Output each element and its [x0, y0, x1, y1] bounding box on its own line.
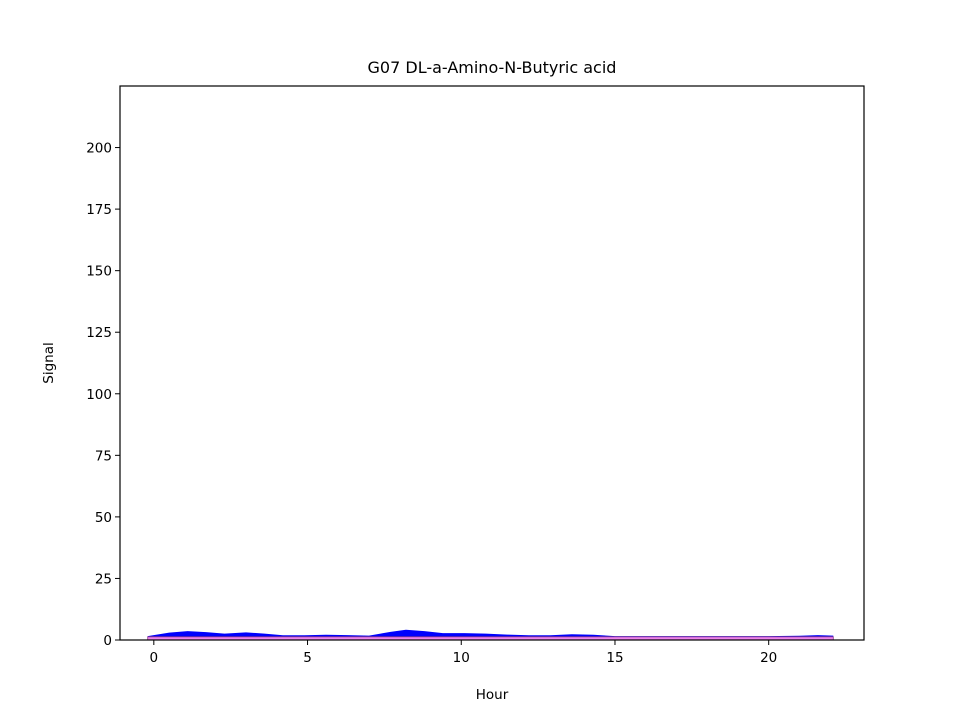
x-tick-label: 15 — [606, 650, 623, 666]
x-axis: 0 5 10 15 20 — [150, 640, 777, 666]
y-axis: 0 25 50 75 100 125 150 175 200 — [86, 141, 120, 649]
x-tick-label: 0 — [150, 650, 159, 666]
y-tick-label: 75 — [95, 448, 112, 464]
x-tick-label: 5 — [303, 650, 312, 666]
x-tick-label: 20 — [760, 650, 777, 666]
y-tick-label: 25 — [95, 571, 112, 587]
y-tick-label: 100 — [86, 387, 112, 403]
y-axis-label: Signal — [41, 342, 57, 383]
plot-area — [147, 629, 834, 641]
x-tick-label: 10 — [453, 650, 470, 666]
y-tick-label: 175 — [86, 202, 112, 218]
y-tick-label: 150 — [86, 264, 112, 280]
plot-frame — [119, 85, 865, 641]
series-area-2 — [147, 636, 834, 641]
y-tick-label: 200 — [86, 141, 112, 157]
y-tick-label: 0 — [103, 633, 112, 649]
y-tick-label: 125 — [86, 325, 112, 341]
chart-title: G07 DL-a-Amino-N-Butyric acid — [368, 58, 617, 77]
y-tick-label: 50 — [95, 510, 112, 526]
x-axis-label: Hour — [476, 687, 509, 703]
